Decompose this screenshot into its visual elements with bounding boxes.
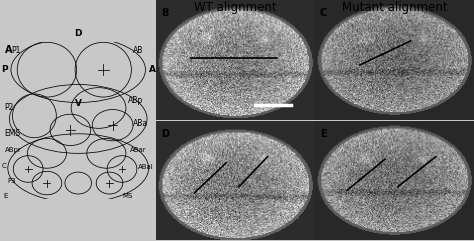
Text: A: A bbox=[5, 45, 12, 55]
Text: P1: P1 bbox=[11, 46, 20, 55]
Text: B: B bbox=[161, 8, 169, 18]
Text: P: P bbox=[1, 65, 8, 74]
Text: ABar: ABar bbox=[130, 147, 146, 153]
Text: ABal: ABal bbox=[137, 164, 154, 170]
Text: C: C bbox=[1, 163, 6, 169]
Text: AB: AB bbox=[133, 46, 143, 55]
Text: EMS: EMS bbox=[5, 128, 21, 138]
Text: Mutant alignment: Mutant alignment bbox=[342, 1, 447, 14]
Text: ABp: ABp bbox=[128, 96, 144, 105]
Text: D: D bbox=[161, 129, 169, 139]
Text: ABa: ABa bbox=[133, 119, 148, 128]
Text: WT alignment: WT alignment bbox=[194, 1, 277, 14]
Text: ABpr: ABpr bbox=[5, 147, 21, 153]
Text: MS: MS bbox=[122, 193, 132, 199]
Text: E: E bbox=[3, 193, 8, 199]
Text: D: D bbox=[74, 29, 82, 38]
Text: E: E bbox=[320, 129, 327, 139]
Text: C: C bbox=[320, 8, 327, 18]
Text: V: V bbox=[75, 99, 82, 108]
Text: P2: P2 bbox=[5, 103, 14, 113]
Text: P3: P3 bbox=[8, 178, 17, 184]
Text: A: A bbox=[149, 65, 155, 74]
